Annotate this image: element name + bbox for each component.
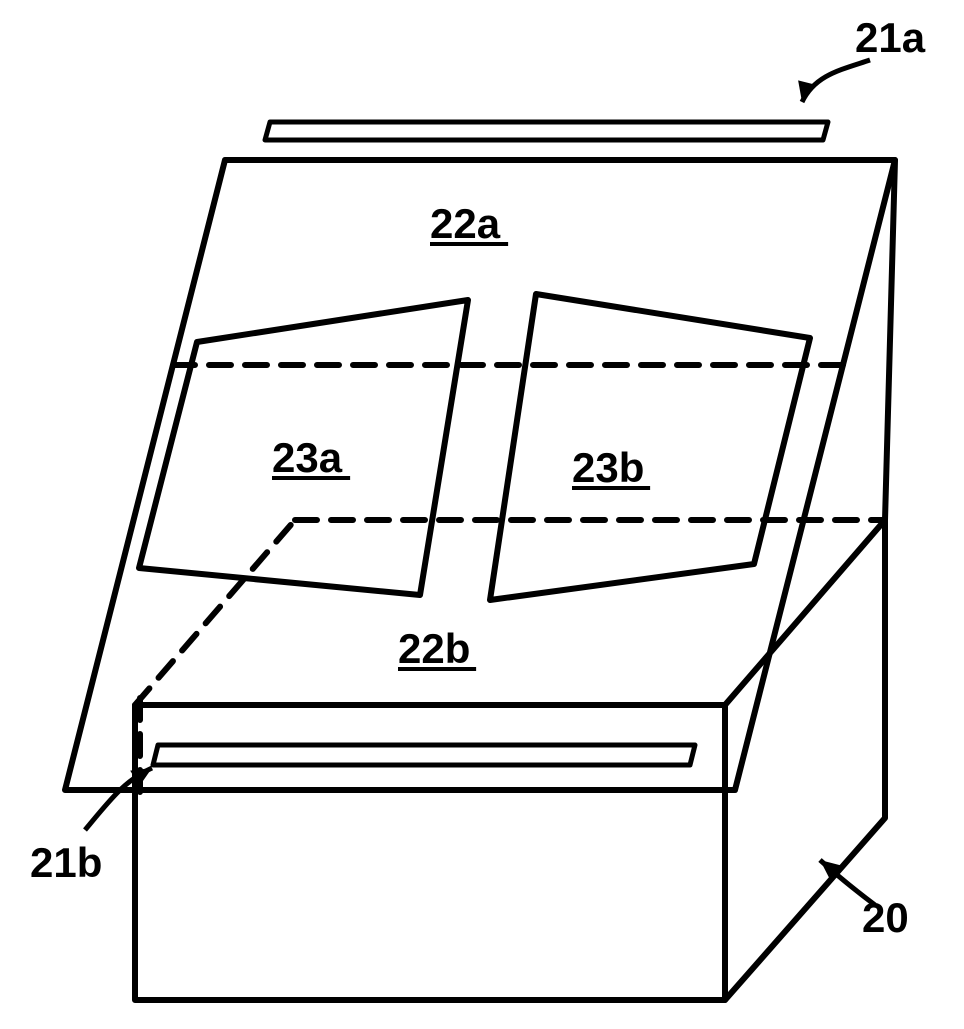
lid-outer-panel <box>65 160 895 790</box>
label-slot_top: 21a <box>855 14 926 61</box>
box-right-face <box>725 520 885 1000</box>
label-flap_top: 22a <box>430 200 501 247</box>
box-back-right-edge <box>885 160 895 520</box>
box-front-face <box>135 705 725 1000</box>
label-flap_bottom: 22b <box>398 625 470 672</box>
label-flap_right: 23b <box>572 444 644 491</box>
leader-slot_top <box>802 60 870 102</box>
box-hidden-left-edge <box>135 520 295 705</box>
label-flap_left: 23a <box>272 434 343 481</box>
slot-top <box>265 122 828 140</box>
diagram-figure: 21a21b22a22b23a23b20 <box>0 0 964 1029</box>
slot-bottom <box>153 745 695 765</box>
label-slot_bottom: 21b <box>30 839 102 886</box>
inner-flap-right <box>490 294 810 600</box>
